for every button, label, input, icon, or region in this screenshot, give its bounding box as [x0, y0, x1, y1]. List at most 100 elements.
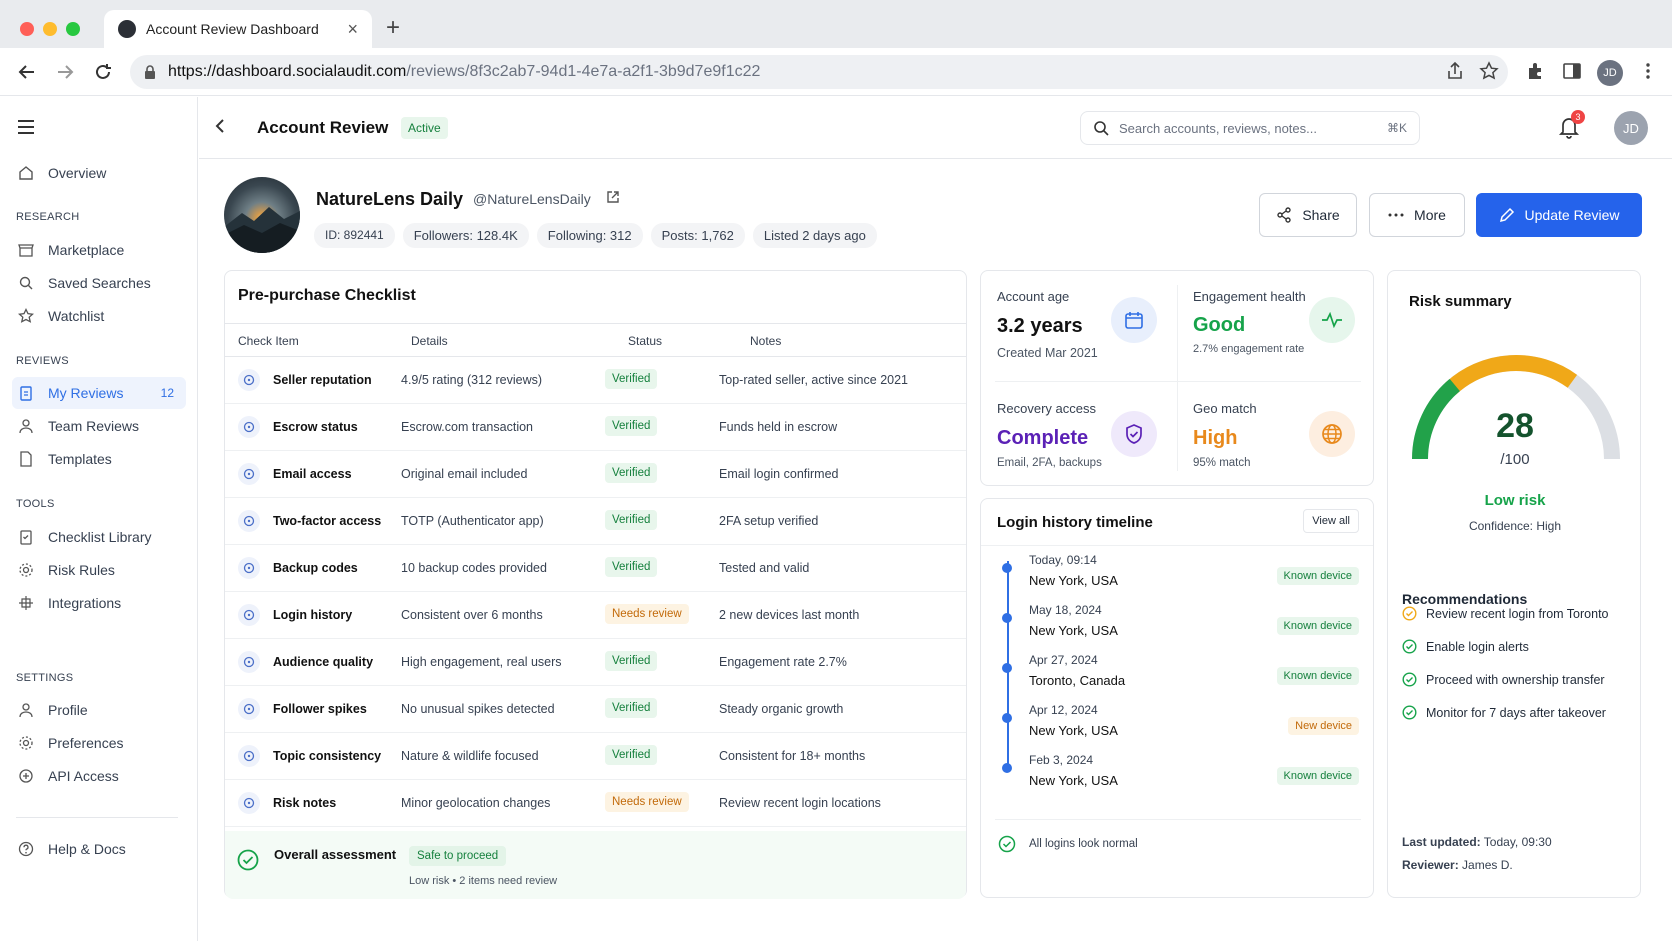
sidebar-item-watchlist[interactable]: Watchlist: [12, 300, 186, 332]
table-row[interactable]: Two-factor access TOTP (Authenticator app…: [225, 498, 966, 545]
recommendation-text: Enable login alerts: [1426, 639, 1529, 654]
sidebar-item-label: Watchlist: [48, 308, 105, 324]
maximize-window-button[interactable]: [66, 22, 80, 36]
search-shortcut: ⌘K: [1386, 121, 1407, 135]
section-title-reviews: REVIEWS: [16, 355, 69, 367]
address-bar[interactable]: https://dashboard.socialaudit.com/review…: [130, 55, 1508, 89]
reload-icon[interactable]: [92, 61, 114, 83]
risk-title: Risk summary: [1409, 293, 1512, 310]
chevron-left-icon[interactable]: [213, 117, 227, 135]
browser-tab[interactable]: Account Review Dashboard ×: [104, 10, 372, 48]
check-notes: Funds held in escrow: [719, 420, 838, 434]
table-row[interactable]: Backup codes 10 backup codes provided Veri…: [225, 545, 966, 592]
listed-chip: Listed 2 days ago: [752, 223, 877, 248]
sidebar-item-help[interactable]: Help & Docs: [12, 833, 186, 865]
sidebar-item-label: Marketplace: [48, 242, 125, 258]
minimize-window-button[interactable]: [43, 22, 57, 36]
gauge-fill: [1444, 355, 1578, 395]
stats-divider-horizontal: [995, 381, 1361, 382]
timeline-entry[interactable]: May 18, 2024 New York, USA Known device: [981, 603, 1373, 655]
sidebar-item-saved-searches[interactable]: Saved Searches: [12, 267, 186, 299]
overall-assessment-label: Overall assessment: [274, 847, 397, 862]
sidebar-item-my-reviews[interactable]: My Reviews 12: [12, 377, 186, 409]
sidebar-item-overview[interactable]: Overview: [12, 157, 186, 189]
new-tab-button[interactable]: +: [386, 14, 401, 41]
share-button[interactable]: Share: [1259, 193, 1357, 237]
timeline-time: Apr 12, 2024: [1029, 703, 1098, 717]
check-item: Two-factor access: [273, 514, 382, 528]
overall-badge: Safe to proceed: [409, 846, 507, 866]
table-row[interactable]: Audience quality High engagement, real us…: [225, 639, 966, 686]
external-link-icon[interactable]: [606, 190, 620, 204]
sidebar-item-profile[interactable]: Profile: [12, 694, 186, 726]
back-arrow-icon[interactable]: [16, 61, 38, 83]
user-avatar[interactable]: JD: [1614, 111, 1648, 145]
sidebar: Overview RESEARCH Marketplace Saved Sear…: [0, 97, 198, 941]
browser-menu-icon[interactable]: [1637, 60, 1659, 82]
overall-subtitle: Low risk • 2 items need review: [409, 875, 558, 887]
check-details: Nature & wildlife focused: [401, 749, 539, 763]
sidebar-toggle-icon[interactable]: [1561, 60, 1583, 82]
clock-icon: [238, 604, 260, 626]
browser-toolbar: https://dashboard.socialaudit.com/review…: [0, 48, 1672, 96]
sidebar-item-integrations[interactable]: Integrations: [12, 587, 186, 619]
close-window-button[interactable]: [20, 22, 34, 36]
recommendation-item: Proceed with ownership transfer: [1402, 672, 1605, 687]
search-input[interactable]: Search accounts, reviews, notes... ⌘K: [1080, 111, 1420, 145]
bookmark-star-icon[interactable]: [1478, 60, 1500, 82]
sidebar-item-risk-rules[interactable]: Risk Rules: [12, 554, 186, 586]
account-id-chip: ID: 892441: [314, 223, 395, 248]
table-row[interactable]: Seller reputation 4.9/5 rating (312 revie…: [225, 357, 966, 404]
sidebar-item-label: Overview: [48, 165, 107, 181]
timeline-entry[interactable]: Today, 09:14 New York, USA Known device: [981, 553, 1373, 605]
account-handle: @NatureLensDaily: [473, 191, 591, 207]
check-notes: Email login confirmed: [719, 467, 839, 481]
sidebar-item-api-access[interactable]: API Access: [12, 760, 186, 792]
check-item: Login history: [273, 608, 353, 622]
timeline-entry[interactable]: Apr 27, 2024 Toronto, Canada Known device: [981, 653, 1373, 705]
check-item: Escrow status: [273, 420, 358, 434]
lock-icon: [238, 416, 260, 438]
share-page-icon[interactable]: [1444, 60, 1466, 82]
check-details: 4.9/5 rating (312 reviews): [401, 373, 543, 387]
sidebar-item-label: Checklist Library: [48, 529, 152, 545]
table-row[interactable]: Topic consistency Nature & wildlife focus…: [225, 733, 966, 780]
gear-icon: [19, 563, 33, 577]
sidebar-item-preferences[interactable]: Preferences: [12, 727, 186, 759]
sidebar-item-team-reviews[interactable]: Team Reviews: [12, 410, 186, 442]
sidebar-item-checklist-library[interactable]: Checklist Library: [12, 521, 186, 553]
table-row[interactable]: Login history Consistent over 6 months Nee…: [225, 592, 966, 639]
timeline-location: New York, USA: [1029, 723, 1118, 738]
document-icon: [20, 451, 32, 467]
timeline-entry[interactable]: Apr 12, 2024 New York, USA New device: [981, 703, 1373, 755]
update-review-button[interactable]: Update Review: [1476, 193, 1642, 237]
timeline-entry[interactable]: Feb 3, 2024 New York, USA Known device: [981, 753, 1373, 805]
table-row[interactable]: Email access Original email included Verif…: [225, 451, 966, 498]
recommendation-text: Monitor for 7 days after takeover: [1426, 705, 1606, 720]
sidebar-item-marketplace[interactable]: Marketplace: [12, 234, 186, 266]
risk-level: Low risk: [1484, 492, 1546, 509]
menu-icon[interactable]: [17, 120, 35, 134]
close-tab-icon[interactable]: ×: [347, 18, 358, 39]
extensions-icon[interactable]: [1524, 60, 1546, 82]
forward-arrow-icon[interactable]: [54, 61, 76, 83]
sidebar-item-label: Preferences: [48, 735, 124, 751]
table-row[interactable]: Risk notes Minor geolocation changes Needs…: [225, 780, 966, 827]
timeline-location: New York, USA: [1029, 623, 1118, 638]
url-text: https://dashboard.socialaudit.com/review…: [168, 63, 761, 80]
browser-profile-avatar[interactable]: JD: [1597, 60, 1623, 86]
recovery-label: Recovery access: [997, 401, 1096, 416]
recommendations-title: Recommendations: [1402, 591, 1528, 607]
sidebar-item-templates[interactable]: Templates: [12, 443, 186, 475]
check-status-badge: Verified: [605, 463, 658, 483]
check-item: Audience quality: [273, 655, 374, 669]
device-badge: New device: [1288, 717, 1359, 735]
geo-match-value: High: [1193, 427, 1238, 449]
table-row[interactable]: Follower spikes No unusual spikes detecte…: [225, 686, 966, 733]
update-review-label: Update Review: [1524, 207, 1620, 223]
view-all-button[interactable]: View all: [1303, 509, 1359, 533]
table-row[interactable]: Escrow status Escrow.com transaction Verif…: [225, 404, 966, 451]
more-button[interactable]: More: [1369, 193, 1465, 237]
following-chip: Following: 312: [536, 223, 643, 248]
followers-chip: Followers: 128.4K: [402, 223, 529, 248]
